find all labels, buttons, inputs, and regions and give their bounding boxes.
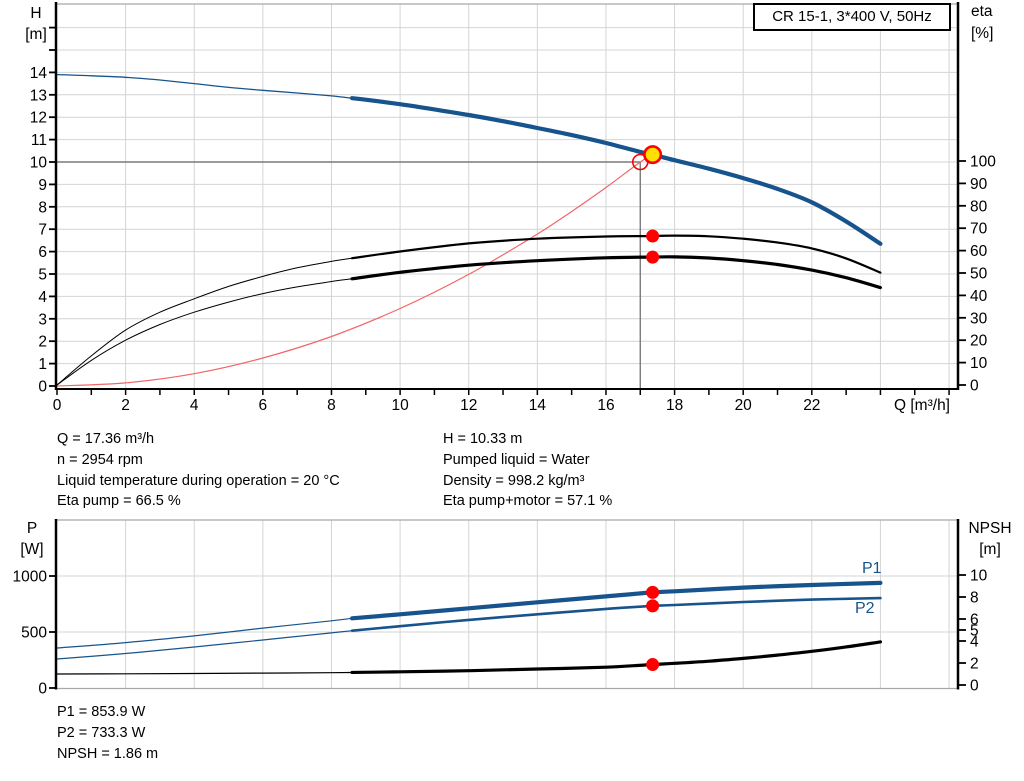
eta-axis-title: eta	[971, 3, 993, 20]
p1-curve-thin	[56, 617, 353, 649]
eta-tick-label: 40	[970, 288, 988, 305]
info-line-speed: n = 2954 rpm	[57, 451, 143, 468]
eta-tick-label: 20	[970, 333, 988, 350]
npsh-tick-label: 5	[970, 623, 979, 640]
eta-tick-label: 10	[970, 355, 988, 372]
eta-tick-label: 80	[970, 198, 988, 215]
p1-curve-label: P1	[862, 560, 882, 577]
h-axis-unit: [m]	[25, 26, 47, 43]
eta-pump-point	[646, 229, 660, 243]
info-line-eta-pump: Eta pump = 66.5 %	[57, 493, 181, 510]
p-tick-label: 1000	[13, 569, 48, 586]
h-tick-label: 10	[30, 155, 48, 172]
operating-data-left: Q = 17.36 m³/h n = 2954 rpm Liquid tempe…	[57, 429, 340, 512]
info-line-q: Q = 17.36 m³/h	[57, 431, 155, 447]
eta-tick-label: 90	[970, 176, 988, 193]
eta-pump-curve-thin	[56, 257, 353, 386]
h-tick-label: 2	[38, 334, 47, 351]
q-axis-title: Q [m³/h]	[894, 397, 950, 414]
h-tick-label: 12	[30, 110, 47, 127]
pump-type-label: CR 15-1, 3*400 V, 50Hz	[753, 3, 951, 31]
eta-tick-label: 0	[970, 378, 979, 395]
p2-point	[646, 599, 660, 613]
h-tick-label: 1	[38, 356, 47, 373]
info-line-head: H = 10.33 m	[443, 431, 523, 447]
eta-pump-motor-point	[646, 250, 660, 264]
info-line-liquid-temp: Liquid temperature during operation = 20…	[57, 472, 340, 489]
npsh-tick-label: 4	[970, 634, 979, 651]
info-line-pumped-liquid: Pumped liquid = Water	[443, 451, 590, 468]
p1-curve	[349, 580, 883, 621]
info-line-npsh: NPSH = 1.86 m	[57, 745, 159, 762]
p-tick-label: 0	[38, 681, 47, 698]
eta-pump-motor-curve-thin	[56, 278, 353, 386]
q-tick-label: 22	[803, 397, 820, 414]
q-tick-label: 0	[53, 397, 62, 414]
h-tick-label: 5	[38, 267, 47, 284]
operating-data-right: H = 10.33 m Pumped liquid = Water Densit…	[443, 429, 612, 512]
npsh-axis-title: NPSH	[968, 520, 1011, 537]
npsh-tick-label: 8	[970, 590, 979, 607]
npsh-axis-unit: [m]	[979, 541, 1001, 558]
info-line-eta-pump-motor: Eta pump+motor = 57.1 %	[443, 493, 613, 510]
h-axis-title: H	[30, 5, 41, 22]
eta-tick-label: 100	[970, 154, 996, 171]
p-axis-title: P	[27, 520, 37, 537]
h-tick-label: 0	[38, 379, 47, 396]
npsh-tick-label: 10	[970, 568, 988, 585]
h-tick-label: 13	[30, 87, 47, 104]
npsh-point	[646, 658, 660, 672]
duty-point-marker[interactable]	[643, 145, 663, 165]
eta-pump-curve	[350, 234, 882, 274]
p2-curve-label: P2	[855, 600, 875, 617]
pump-curve-thin	[56, 73, 353, 99]
q-tick-label: 16	[597, 397, 614, 414]
info-line-p2: P2 = 733.3 W	[57, 724, 146, 741]
q-tick-label: 8	[327, 397, 336, 414]
eta-axis-unit: [%]	[971, 25, 993, 42]
q-tick-label: 18	[666, 397, 683, 414]
p1-point	[646, 585, 660, 599]
h-tick-label: 11	[31, 132, 47, 149]
q-tick-label: 12	[460, 397, 477, 414]
npsh-tick-label: 6	[970, 612, 979, 629]
eta-tick-label: 30	[970, 310, 988, 327]
info-line-density: Density = 998.2 kg/m³	[443, 472, 585, 489]
system-curve	[56, 154, 653, 387]
q-tick-label: 6	[259, 397, 268, 414]
p2-curve	[350, 596, 882, 632]
q-tick-label: 2	[121, 397, 130, 414]
h-tick-label: 14	[30, 65, 48, 82]
h-tick-label: 6	[38, 244, 47, 261]
npsh-curve-thin	[56, 671, 353, 675]
eta-tick-label: 50	[970, 266, 988, 283]
p2-curve-thin	[56, 630, 353, 660]
h-tick-label: 3	[38, 311, 47, 328]
q-tick-label: 10	[391, 397, 409, 414]
npsh-tick-label: 2	[970, 656, 979, 673]
h-tick-label: 9	[38, 177, 47, 194]
pump-curve	[349, 96, 883, 246]
p-axis-unit: [W]	[20, 541, 43, 558]
npsh-curve	[350, 640, 882, 675]
eta-pump-motor-curve	[350, 255, 882, 290]
h-tick-label: 8	[38, 199, 47, 216]
npsh-tick-label: 0	[970, 678, 979, 695]
h-tick-label: 4	[38, 289, 47, 306]
q-tick-label: 4	[190, 397, 199, 414]
power-data-block: P1 = 853.9 W P2 = 733.3 W NPSH = 1.86 m	[57, 702, 158, 764]
q-tick-label: 14	[529, 397, 547, 414]
eta-tick-label: 60	[970, 243, 988, 260]
eta-tick-label: 70	[970, 221, 988, 238]
h-tick-label: 7	[38, 222, 47, 239]
info-line-p1: P1 = 853.9 W	[57, 704, 146, 720]
p-tick-label: 500	[21, 625, 47, 642]
q-tick-label: 20	[735, 397, 753, 414]
